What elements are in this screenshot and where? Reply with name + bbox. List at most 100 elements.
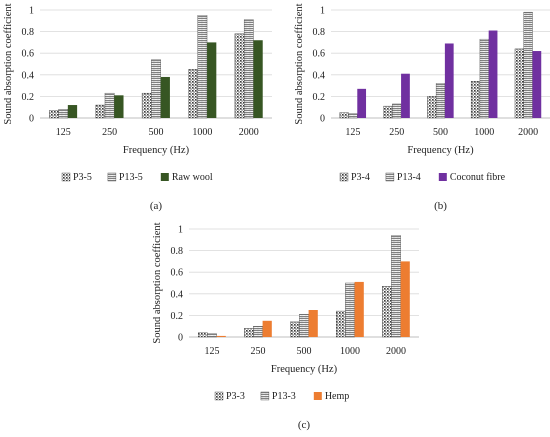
legend-swatch [339,172,349,182]
x-axis-title: Frequency (Hz) [123,145,190,156]
bar-p13-3 [299,314,309,338]
bar-p3-4 [383,105,393,119]
y-axis-title: Sound absorption coefficient [294,3,305,124]
bar-p3-4 [339,112,349,119]
legend-swatch [61,172,71,182]
y-axis-title: Sound absorption coefficient [152,222,163,343]
legend-label: P3-5 [73,172,92,183]
bar-coconut-fibre [444,43,454,119]
y-axis-title: Sound absorption coefficient [3,3,14,124]
bar-coconut-fibre [488,30,498,118]
x-tick-label: 250 [251,346,266,357]
y-tick-label: 0 [29,114,34,125]
y-tick-label: 0.2 [22,92,35,103]
panel-label: (b) [434,200,447,212]
y-tick-label: 0.4 [22,70,35,81]
bar-hemp [308,310,318,337]
y-tick-label: 0.8 [313,27,326,38]
y-tick-label: 0.2 [171,311,184,322]
bar-coconut-fibre [357,88,367,118]
legend-swatch [438,173,447,181]
chart-panel-a: 0 0.2 0.4 0.6 0.8 1 125 250 500 1000 2000 Frequency… [3,3,272,212]
y-tick-label: 0.2 [313,92,326,103]
bar-raw-wool [160,76,170,118]
bar-p13-3 [253,326,263,338]
legend-swatch [385,172,395,182]
y-tick-label: 1 [320,6,325,17]
bar-p3-5 [95,104,106,119]
bar-p13-4 [523,11,533,119]
x-tick-label: 125 [345,127,360,138]
x-tick-label: 125 [205,346,220,357]
bar-p13-4 [348,113,358,119]
legend-label: Coconut fibre [450,172,506,183]
y-tick-label: 0.4 [171,289,184,300]
y-tick-label: 0.6 [171,268,184,279]
bar-raw-wool [114,95,124,118]
x-tick-label: 1000 [192,127,212,138]
x-tick-label: 1000 [474,127,494,138]
legend-label: P13-4 [397,172,421,183]
x-tick-label: 250 [389,127,404,138]
y-tick-label: 0.6 [313,49,326,60]
legend-swatch [107,172,117,182]
bar-p3-3 [290,321,300,338]
bar-hemp [354,281,364,337]
y-tick-label: 1 [29,6,34,17]
y-tick-label: 1 [178,225,183,236]
bar-p13-5 [151,59,161,119]
legend-label: P13-5 [119,172,143,183]
panel-label: (c) [298,419,311,431]
legend-label: Raw wool [172,172,213,183]
legend-label: Hemp [325,391,349,402]
x-axis-title: Frequency (Hz) [271,364,338,375]
legend-swatch [260,391,270,401]
bar-p3-3 [336,310,346,338]
legend-label: P3-3 [226,391,245,402]
bar-p13-3 [345,282,355,338]
y-tick-label: 0.6 [22,49,35,60]
x-tick-label: 250 [102,127,117,138]
bar-coconut-fibre [401,73,410,118]
bar-raw-wool [207,42,217,118]
y-tick-label: 0.8 [22,27,35,38]
x-tick-label: 500 [149,127,164,138]
bar-p3-5 [188,69,198,119]
x-tick-label: 500 [433,127,448,138]
legend-swatch [313,392,322,400]
x-tick-label: 2000 [386,346,406,357]
panel-label: (a) [150,200,163,212]
x-axis-title: Frequency (Hz) [407,145,474,156]
bar-p13-3 [391,235,401,338]
bar-p3-5 [49,110,59,119]
y-tick-label: 0.4 [313,70,326,81]
x-tick-label: 500 [297,346,312,357]
x-tick-label: 1000 [340,346,360,357]
legend-label: P3-4 [351,172,370,183]
bar-p3-5 [234,33,245,119]
chart-panel-c: 0 0.2 0.4 0.6 0.8 1 125 250 500 1000 2000 Frequency… [152,222,419,431]
bar-p13-5 [104,92,115,119]
x-tick-label: 2000 [518,127,538,138]
bar-p13-5 [58,109,69,119]
bar-hemp [400,261,410,337]
x-tick-label: 2000 [239,127,259,138]
bar-p13-5 [197,15,208,119]
bar-p3-4 [427,96,437,119]
bar-coconut-fibre [532,51,542,118]
legend-label: P13-3 [272,391,296,402]
legend-swatch [214,391,224,401]
bar-p3-4 [470,81,481,119]
x-tick-label: 125 [56,127,71,138]
bar-raw-wool [253,40,263,118]
bar-p13-4 [479,38,489,119]
y-tick-label: 0 [320,114,325,125]
bar-p13-5 [243,19,254,119]
bar-p13-4 [435,83,446,119]
bar-p3-3 [382,286,392,338]
bar-p13-3 [207,333,217,338]
bar-p3-4 [514,48,524,119]
bar-p3-3 [197,332,208,338]
bar-raw-wool [67,105,78,118]
